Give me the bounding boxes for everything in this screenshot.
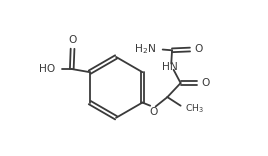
Text: CH$_3$: CH$_3$ xyxy=(185,102,204,115)
Text: O: O xyxy=(195,44,203,54)
Text: H$_2$N: H$_2$N xyxy=(134,42,156,56)
Text: HN: HN xyxy=(162,62,178,72)
Text: O: O xyxy=(202,78,210,88)
Text: O: O xyxy=(68,35,77,45)
Text: HO: HO xyxy=(39,64,55,74)
Text: O: O xyxy=(149,107,158,117)
